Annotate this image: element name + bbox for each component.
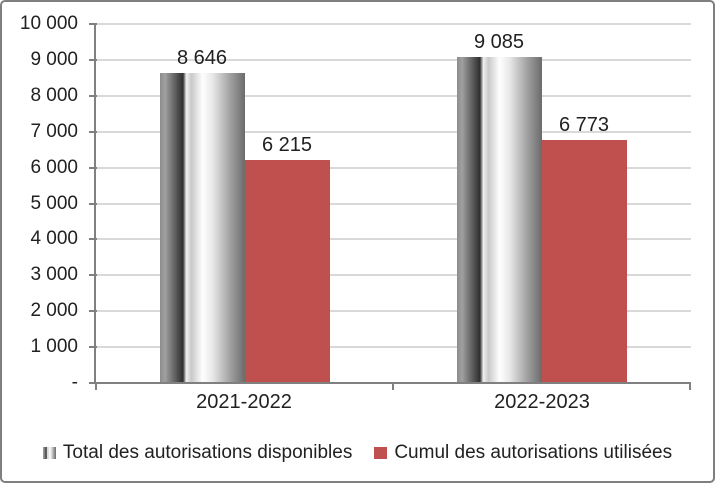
legend: Total des autorisations disponibles Cumu… (0, 440, 715, 466)
x-category-label-2021-2022: 2021-2022 (196, 391, 292, 413)
bar-value-label: 6 773 (558, 113, 610, 136)
y-gridline (96, 58, 691, 61)
bar-value-label: 6 215 (261, 133, 313, 156)
bar-value-label: 9 085 (473, 30, 525, 53)
y-axis-tick (89, 310, 97, 313)
x-axis-tick (95, 383, 97, 390)
y-axis-tick-label: 4 000 (30, 228, 78, 250)
y-axis-tick-label: 6 000 (30, 156, 78, 178)
y-axis-tick (89, 274, 97, 277)
y-axis-tick (89, 346, 97, 349)
legend-item-total-disponibles: Total des autorisations disponibles (42, 442, 353, 464)
y-gridline (96, 202, 691, 205)
y-axis-tick-label: - (71, 372, 78, 393)
legend-label-total-disponibles: Total des autorisations disponibles (62, 442, 353, 463)
y-axis-line (94, 24, 96, 384)
y-axis-tick (89, 166, 97, 169)
y-axis-tick (89, 238, 97, 241)
y-axis-tick-label: 5 000 (30, 192, 78, 214)
y-axis-tick-label: 10 000 (19, 13, 78, 34)
y-axis-tick-label: 3 000 (30, 264, 78, 286)
y-gridline (96, 130, 691, 133)
y-axis-tick (89, 130, 97, 133)
legend-marker-red-bar-icon (374, 447, 388, 459)
x-axis-tick (689, 383, 691, 390)
y-gridline (96, 166, 691, 169)
legend-label-cumul-utilisees: Cumul des autorisations utilisées (394, 442, 673, 463)
bar-total-disponibles (159, 72, 245, 383)
y-gridline (96, 310, 691, 313)
y-axis-tick-label: 2 000 (30, 300, 78, 322)
y-gridline (96, 346, 691, 349)
bar-cumul-utilisees (541, 139, 627, 383)
y-gridline (96, 23, 691, 25)
x-axis-tick (392, 383, 394, 390)
bar-value-label: 8 646 (176, 46, 228, 69)
y-axis-tick-label: 7 000 (30, 120, 78, 142)
legend-item-cumul-utilisees: Cumul des autorisations utilisées (374, 442, 672, 464)
y-axis-tick (89, 58, 97, 61)
y-axis-tick (89, 94, 97, 97)
y-gridline (96, 274, 691, 277)
y-gridline (96, 94, 691, 97)
bar-cumul-utilisees (244, 159, 330, 383)
y-axis-tick (89, 202, 97, 205)
legend-marker-gray-bar-icon (42, 447, 56, 459)
y-gridline (96, 238, 691, 241)
x-category-label-2022-2023: 2022-2023 (494, 391, 590, 413)
bar-total-disponibles (456, 56, 542, 383)
y-axis-tick-label: 9 000 (30, 48, 78, 70)
y-axis-tick-label: 8 000 (30, 84, 78, 106)
y-axis-tick (89, 23, 97, 25)
y-axis-tick (89, 382, 97, 384)
y-axis-tick-label: 1 000 (30, 336, 78, 358)
